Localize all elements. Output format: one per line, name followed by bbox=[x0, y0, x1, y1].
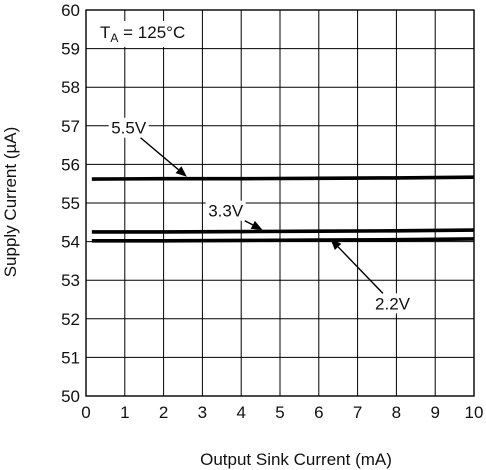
annotation-background bbox=[372, 293, 413, 314]
grid bbox=[85, 9, 475, 397]
condition-label: TA = 125°C bbox=[100, 23, 185, 45]
series-line-2-2v bbox=[91, 237, 475, 243]
annotation-background bbox=[205, 200, 246, 221]
condition-background bbox=[96, 21, 190, 47]
plot-frame bbox=[85, 9, 475, 397]
annotation-label: 5.5V bbox=[111, 119, 147, 138]
y-tick-label: 55 bbox=[61, 194, 80, 213]
y-tick-label: 51 bbox=[61, 348, 80, 367]
condition-prefix: T bbox=[100, 23, 110, 42]
series-line-5-5v bbox=[91, 175, 475, 181]
annotation-label: 2.2V bbox=[375, 294, 411, 313]
y-tick-label: 52 bbox=[61, 310, 80, 329]
annotation-arrow-head bbox=[330, 238, 342, 250]
condition-subscript: A bbox=[110, 31, 118, 45]
y-tick-label: 57 bbox=[61, 117, 80, 136]
y-axis-title: Supply Current (µA) bbox=[1, 127, 20, 278]
condition-suffix: = 125°C bbox=[118, 23, 185, 42]
annotation-background bbox=[108, 117, 149, 138]
x-tick-label: 1 bbox=[120, 403, 129, 422]
y-tick-label: 54 bbox=[61, 233, 80, 252]
annotation-arrow-shaft bbox=[244, 220, 254, 226]
x-tick-label: 0 bbox=[81, 403, 90, 422]
series-group bbox=[91, 175, 475, 243]
annotation-arrow-shaft bbox=[140, 137, 179, 171]
x-axis-title: Output Sink Current (mA) bbox=[200, 450, 392, 469]
y-tick-label: 50 bbox=[61, 387, 80, 406]
annotation-label: 3.3V bbox=[208, 202, 244, 221]
annotation-arrow-shaft bbox=[337, 246, 384, 294]
x-tick-label: 9 bbox=[430, 403, 439, 422]
x-tick-label: 2 bbox=[159, 403, 168, 422]
series-line-3-3v bbox=[91, 228, 475, 234]
annotation-arrow-head bbox=[250, 220, 263, 231]
y-tick-label: 53 bbox=[61, 271, 80, 290]
annotation-arrow-head bbox=[175, 166, 187, 177]
x-tick-label: 5 bbox=[275, 403, 284, 422]
x-tick-label: 8 bbox=[392, 403, 401, 422]
y-tick-labels: 50 51 52 53 54 55 56 57 58 59 60 bbox=[61, 1, 80, 406]
x-tick-label: 4 bbox=[236, 403, 245, 422]
x-tick-label: 7 bbox=[353, 403, 362, 422]
y-tick-label: 58 bbox=[61, 78, 80, 97]
x-tick-labels: 0 1 2 3 4 5 6 7 8 9 10 bbox=[81, 403, 483, 422]
x-tick-label: 10 bbox=[465, 403, 484, 422]
y-tick-label: 60 bbox=[61, 1, 80, 20]
y-tick-label: 59 bbox=[61, 40, 80, 59]
y-tick-label: 56 bbox=[61, 155, 80, 174]
x-tick-label: 6 bbox=[314, 403, 323, 422]
annotations-group: 5.5V 3.3V 2.2V bbox=[108, 117, 413, 314]
x-tick-label: 3 bbox=[198, 403, 207, 422]
